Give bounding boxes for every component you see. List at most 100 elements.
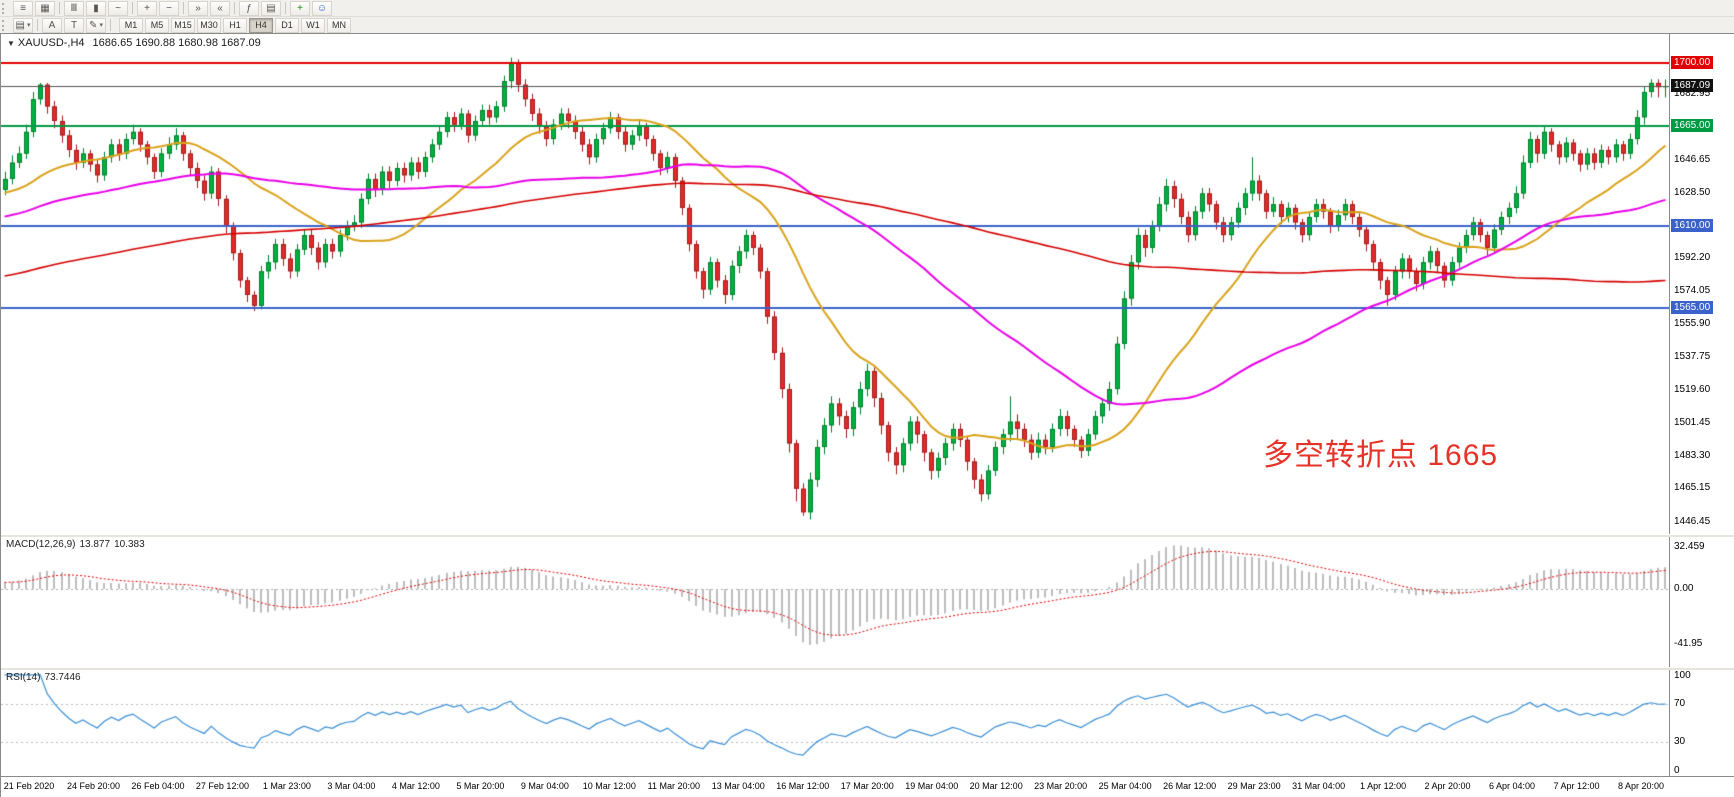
timeframe-m30[interactable]: M30: [197, 17, 221, 33]
price-level-badge: 1610.00: [1671, 219, 1714, 233]
time-axis-label: 23 Mar 20:00: [1034, 781, 1088, 791]
price-axis-tick: 1646.65: [1674, 153, 1711, 165]
chevron-down-icon: ▾: [26, 21, 31, 29]
toolbar-separator: [59, 2, 60, 14]
macd-main-value: 13.877: [79, 539, 111, 550]
macd-axis: 32.459 0.00 -41.95: [1669, 537, 1734, 667]
rsi-axis-tick: 30: [1674, 736, 1686, 748]
toolbar-grip[interactable]: [2, 2, 8, 14]
price-axis-tick: 1555.90: [1674, 318, 1711, 330]
templates-icon[interactable]: ▤: [261, 0, 281, 16]
text-label-tool-icon[interactable]: T: [64, 17, 84, 33]
time-axis: 21 Feb 2020 24 Feb 20:00 26 Feb 04:00 27 Fe…: [1, 776, 1734, 797]
new-chart-icon[interactable]: ▦: [35, 0, 55, 16]
macd-canvas[interactable]: [1, 537, 1669, 667]
rsi-axis-tick: 100: [1674, 670, 1691, 681]
expert-advisor-icon[interactable]: ☺: [312, 0, 332, 16]
time-axis-label: 6 Apr 04:00: [1489, 781, 1536, 791]
macd-name: MACD(12,26,9): [6, 539, 76, 550]
timeframe-w1[interactable]: W1: [301, 17, 325, 33]
toolbar-separator: [285, 2, 286, 14]
new-order-icon[interactable]: +: [290, 0, 310, 16]
time-axis-label: 29 Mar 23:00: [1227, 781, 1281, 791]
menu-icon[interactable]: ≡: [13, 0, 33, 16]
time-axis-label: 3 Mar 04:00: [327, 781, 376, 791]
rsi-axis-tick: 70: [1674, 697, 1686, 709]
price-level-badge: 1665.00: [1671, 119, 1714, 133]
time-axis-label: 2 Apr 20:00: [1424, 781, 1471, 791]
timeframe-h4[interactable]: H4: [249, 17, 273, 33]
time-axis-label: 1 Apr 12:00: [1360, 781, 1407, 791]
chart-shift-icon[interactable]: «: [210, 0, 230, 16]
time-axis-label: 9 Mar 04:00: [520, 781, 569, 791]
text-tool-icon[interactable]: A: [42, 17, 62, 33]
price-level-badge: 1700.00: [1671, 55, 1714, 69]
rsi-axis-tick: 0: [1674, 765, 1680, 776]
rsi-pane: RSI(14) 73.7446 100 70 30 0: [1, 670, 1734, 776]
price-axis: 1682.95 1646.65 1628.50 1592.20 1574.05 1555.…: [1669, 34, 1734, 534]
timeframe-mn[interactable]: MN: [327, 17, 351, 33]
time-axis-label: 1 Mar 23:00: [262, 781, 311, 791]
price-chart-pane: ▼ XAUUSD-,H4 1686.65 1690.88 1680.98 1687.…: [1, 34, 1734, 534]
candlestick-chart-icon[interactable]: ▮: [86, 0, 106, 16]
time-axis-label: 11 Mar 20:00: [647, 781, 700, 791]
price-axis-tick: 1465.15: [1674, 482, 1711, 494]
price-axis-tick: 1501.45: [1674, 416, 1711, 428]
time-axis-label: 27 Feb 12:00: [195, 781, 249, 791]
chart-annotation: 多空转折点 1665: [1263, 439, 1499, 472]
line-studies-menu-icon[interactable]: ▤ ▾: [13, 17, 33, 33]
timeframe-d1[interactable]: D1: [275, 17, 299, 33]
time-axis-label: 26 Feb 04:00: [131, 781, 185, 791]
timeframe-m1[interactable]: M1: [119, 17, 143, 33]
timeframe-bar: M1 M5 M15 M30 H1 H4 D1 W1 MN: [118, 17, 352, 33]
toolbar-separator: [37, 19, 38, 31]
time-axis-label: 13 Mar 04:00: [711, 781, 765, 791]
symbol-title: XAUUSD-,H4: [17, 37, 85, 49]
time-axis-label: 21 Feb 2020: [3, 781, 55, 791]
macd-signal-value: 10.383: [114, 539, 145, 550]
time-axis-label: 8 Apr 20:00: [1617, 781, 1665, 791]
macd-axis-tick: 32.459: [1674, 540, 1705, 552]
price-axis-tick: 1682.95: [1674, 87, 1711, 99]
zoom-out-icon[interactable]: −: [159, 0, 179, 16]
price-axis-tick: 1592.20: [1674, 252, 1711, 264]
rsi-axis: 100 70 30 0: [1669, 670, 1734, 776]
line-chart-icon[interactable]: ~: [108, 0, 128, 16]
bar-chart-icon[interactable]: Ⅲ: [64, 0, 84, 16]
auto-scroll-icon[interactable]: »: [188, 0, 208, 16]
toolbar-grip[interactable]: [2, 19, 8, 31]
toolbar-main: ≡ ▦ Ⅲ ▮ ~ + −» «ƒ ▤ + ☺: [0, 0, 1734, 17]
time-axis-label: 7 Apr 12:00: [1553, 781, 1600, 791]
price-level-badge: 1565.00: [1671, 300, 1714, 314]
toolbar-tools: ▤ ▾ A T ✎ ▾ M1 M5 M15 M30 H1 H4 D1 W1 MN: [0, 17, 1734, 34]
ohlc-values: 1686.65 1690.88 1680.98 1687.09: [92, 37, 261, 49]
current-price-badge: 1687.09: [1671, 79, 1714, 93]
price-axis-tick: 1519.60: [1674, 383, 1711, 395]
chevron-down-icon: ▾: [99, 21, 103, 29]
price-axis-tick: 1483.30: [1674, 449, 1711, 461]
macd-pane: MACD(12,26,9) 13.877 10.383 32.459 0.00 -41.…: [1, 537, 1734, 667]
time-axis-label: 16 Mar 12:00: [776, 781, 830, 791]
price-axis-tick: 1628.50: [1674, 186, 1711, 198]
time-axis-label: 20 Mar 12:00: [969, 781, 1023, 791]
price-chart-canvas[interactable]: [1, 34, 1669, 534]
price-axis-tick: 1446.45: [1674, 516, 1711, 528]
indicators-icon[interactable]: ƒ: [239, 0, 259, 16]
zoom-in-icon[interactable]: +: [137, 0, 157, 16]
toolbar-separator: [132, 2, 133, 14]
timeframe-h1[interactable]: H1: [223, 17, 247, 33]
rsi-value: 73.7446: [44, 672, 81, 683]
symbol-expand-icon[interactable]: ▼: [7, 39, 15, 48]
rsi-canvas[interactable]: [1, 670, 1669, 776]
time-axis-label: 17 Mar 20:00: [840, 781, 894, 791]
macd-label: MACD(12,26,9) 13.877 10.383: [6, 539, 149, 550]
chart-window: ▼ XAUUSD-,H4 1686.65 1690.88 1680.98 1687.…: [0, 33, 1734, 797]
macd-axis-tick: -41.95: [1674, 637, 1703, 649]
timeframe-m5[interactable]: M5: [145, 17, 169, 33]
timeframe-m15[interactable]: M15: [171, 17, 195, 33]
time-axis-label: 26 Mar 12:00: [1163, 781, 1217, 791]
time-axis-label: 25 Mar 04:00: [1098, 781, 1152, 791]
draw-objects-icon[interactable]: ✎ ▾: [86, 17, 106, 33]
price-axis-tick: 1574.05: [1674, 285, 1711, 297]
